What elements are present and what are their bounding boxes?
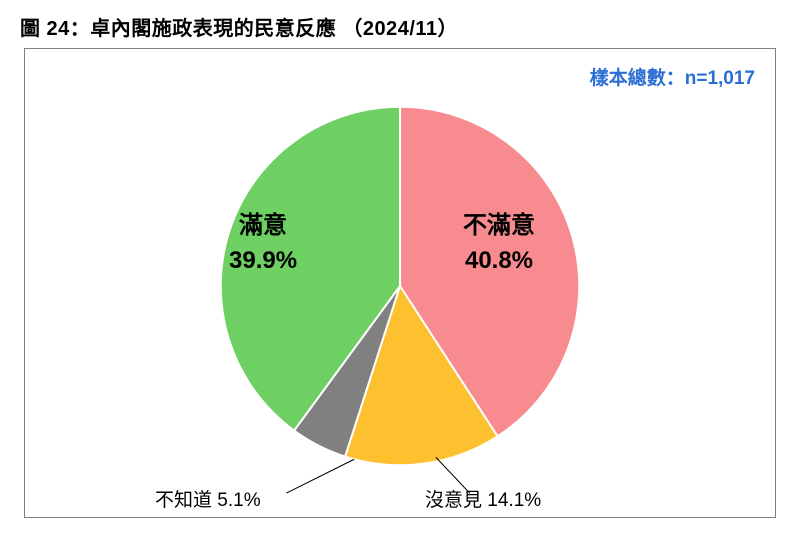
slice-name: 滿意 (239, 212, 287, 239)
slice-label-dissatisfied: 不滿意 40.8% (463, 209, 535, 279)
slice-pct: 39.9% (229, 247, 297, 274)
slice-name: 不滿意 (463, 212, 535, 239)
chart-frame: 樣本總數：n=1,017 不滿意 40.8% 滿意 39.9% 沒意見 14.1… (24, 48, 776, 518)
chart-title: 圖 24：卓內閣施政表現的民意反應 （2024/11） (20, 12, 458, 41)
callout-label-no-opinion: 沒意見 14.1% (425, 485, 541, 512)
callout-label-dont-know: 不知道 5.1% (155, 485, 261, 512)
slice-label-satisfied: 滿意 39.9% (229, 209, 297, 279)
pie-chart (25, 49, 775, 517)
slice-pct: 40.8% (465, 247, 533, 274)
callout-line-dont_know (286, 459, 354, 493)
